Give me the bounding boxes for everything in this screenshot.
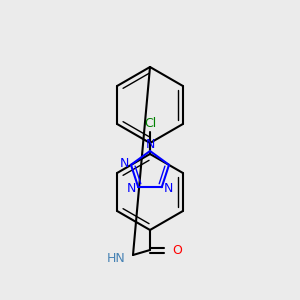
Text: N: N — [145, 138, 155, 151]
Text: N: N — [164, 182, 173, 195]
Text: HN: HN — [106, 251, 125, 265]
Text: N: N — [127, 182, 136, 195]
Text: O: O — [172, 244, 182, 256]
Text: Cl: Cl — [144, 117, 156, 130]
Text: N: N — [120, 157, 129, 170]
